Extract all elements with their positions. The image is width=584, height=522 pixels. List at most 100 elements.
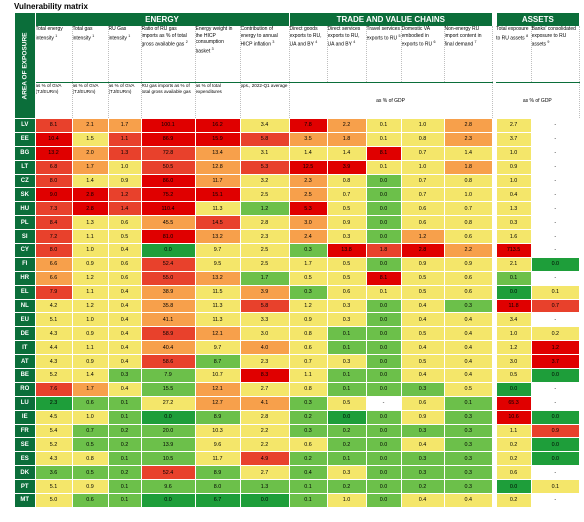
column-header-note: 3	[211, 46, 214, 51]
table-cell: 0.0	[365, 312, 402, 327]
table-cell: 2.8	[239, 409, 290, 425]
column-header: Total energy intensity 1	[35, 26, 73, 83]
table-cell: 1.5	[71, 131, 108, 147]
table-cell: 0.4	[443, 493, 493, 507]
table-cell: 1.8	[443, 159, 493, 175]
table-cell: 2.3	[443, 131, 493, 147]
table-cell: 0.6	[107, 215, 141, 230]
table-cell: 0.0	[365, 229, 402, 244]
table-cell: 7.3	[34, 201, 72, 216]
table-cell: 8.1	[365, 270, 402, 286]
table-cell: 0.5	[495, 368, 532, 383]
table-cell: 0.5	[443, 381, 493, 397]
table-cell: 0.5	[326, 201, 367, 216]
table-cell: 8.0	[194, 479, 240, 494]
table-cell: 0.7	[400, 187, 445, 202]
unit-cell: RU gas imports as % of total gross avail…	[141, 82, 196, 119]
table-cell: 2.0	[71, 145, 108, 161]
table-cell: 0.5	[400, 284, 445, 300]
table-cell: 4.3	[34, 354, 72, 369]
table-cell: 0.1	[107, 479, 141, 494]
table-cell: 0.5	[107, 229, 141, 244]
country-code: EU	[15, 312, 35, 327]
trade-group-header: TRADE AND VALUE CHAINS	[288, 13, 493, 26]
table-cell: 0.4	[400, 312, 445, 327]
group-separator-cell	[492, 340, 497, 355]
table-cell: 2.3	[34, 395, 72, 411]
table-cell: 0.3	[443, 409, 493, 425]
table-row: NL 4.2 1.2 0.4 35.8 11.3 5.8 1.2 0.3 0.0 0.4 0.3 11.…	[15, 298, 580, 313]
table-cell: 0.4	[443, 326, 493, 341]
table-cell: 0.6	[107, 256, 141, 272]
table-cell: 5.2	[34, 368, 72, 383]
table-cell: 0.0	[495, 381, 532, 397]
table-cell: -	[530, 159, 580, 175]
column-header-label: Non-energy RU import content in final de…	[444, 26, 482, 48]
table-cell: 0.5	[326, 270, 367, 286]
table-cell: 3.6	[34, 465, 72, 480]
country-code: LV	[15, 118, 35, 133]
table-cell: 1.0	[495, 145, 532, 161]
table-row: SI 7.2 1.1 0.5 81.0 13.2 2.3 2.4 0.3 0.0 1.2 0.6 1.6…	[15, 229, 580, 244]
table-cell: 9.6	[140, 479, 195, 494]
table-cell: 5.1	[34, 479, 72, 494]
table-cell: 72.8	[140, 145, 195, 161]
table-cell: 1.7	[107, 118, 141, 133]
column-header-note: 9	[547, 40, 550, 44]
table-cell: 0.0	[530, 451, 580, 466]
table-cell: -	[530, 173, 580, 188]
table-cell: 1.4	[443, 145, 493, 161]
table-cell: 8.7	[194, 354, 240, 369]
group-separator-cell	[492, 132, 497, 147]
table-cell: 15.9	[194, 131, 240, 147]
group-separator-cell	[492, 424, 497, 438]
table-cell: 9.0	[34, 187, 72, 202]
column-header-label: Total energy intensity	[35, 26, 63, 42]
group-separator-cell	[492, 160, 497, 175]
table-cell: 6.6	[34, 256, 72, 272]
table-cell: 8.0	[34, 173, 72, 188]
country-code: BE	[15, 368, 35, 383]
table-cell: 5.4	[34, 423, 72, 438]
table-cell: 0.5	[71, 437, 108, 452]
unit-row: as % of GVA (TJ/EURm) as % of GVA (TJ/EU…	[15, 82, 580, 119]
column-header: RU Gas intensity 1	[108, 26, 142, 83]
table-cell: 52.4	[140, 465, 195, 480]
table-cell: 0.3	[400, 465, 445, 480]
group-separator-cell	[492, 201, 497, 216]
table-cell: 13.4	[194, 145, 240, 161]
group-separator-cell	[492, 410, 497, 425]
table-cell: 0.0	[140, 409, 195, 425]
group-separator-cell	[492, 299, 497, 313]
column-header: Direct services exports to RU, UA and BY…	[327, 26, 367, 83]
table-cell: 4.4	[34, 340, 72, 355]
column-header-note: 8	[526, 33, 529, 38]
table-cell: 0.4	[107, 381, 141, 397]
table-cell: 0.0	[530, 368, 580, 383]
table-cell: 0.8	[443, 173, 493, 188]
table-row: DE 4.3 0.9 0.4 58.9 12.1 3.0 0.8 0.1 0.0 0.5 0.4 1.0…	[15, 326, 580, 341]
table-cell: 6.8	[34, 159, 72, 175]
table-cell: 0.5	[400, 326, 445, 341]
column-header: Banks' consolidated exposure to RU asset…	[531, 26, 580, 83]
table-cell: 13.9	[140, 437, 195, 452]
table-cell: 0.2	[288, 409, 328, 425]
table-cell: 5.2	[34, 437, 72, 452]
table-cell: 0.0	[365, 493, 402, 507]
column-header: Ratio of RU gas imports as % of total gr…	[141, 26, 196, 83]
country-code: MT	[15, 493, 35, 507]
table-cell: 0.7	[71, 423, 108, 438]
table-cell: 0.8	[288, 381, 328, 397]
table-cell: 10.4	[34, 131, 72, 147]
table-cell: 4.3	[34, 451, 72, 466]
table-cell: 0.6	[400, 215, 445, 230]
country-code: HR	[15, 270, 35, 286]
table-cell: 2.3	[239, 229, 290, 244]
table-row: ES 4.3 0.8 0.1 10.5 11.7 4.9 0.2 0.1 0.0 0.3 0.3 0.2…	[15, 451, 580, 466]
table-cell: 0.6	[400, 395, 445, 411]
table-cell: 1.2	[530, 340, 580, 355]
table-cell: 4.2	[34, 298, 72, 313]
table-row: DK 3.6 0.5 0.2 52.4 8.9 2.7 0.4 0.3 0.0 0.3 0.3 0.6-	[15, 465, 580, 480]
table-cell: 75.2	[140, 187, 195, 202]
